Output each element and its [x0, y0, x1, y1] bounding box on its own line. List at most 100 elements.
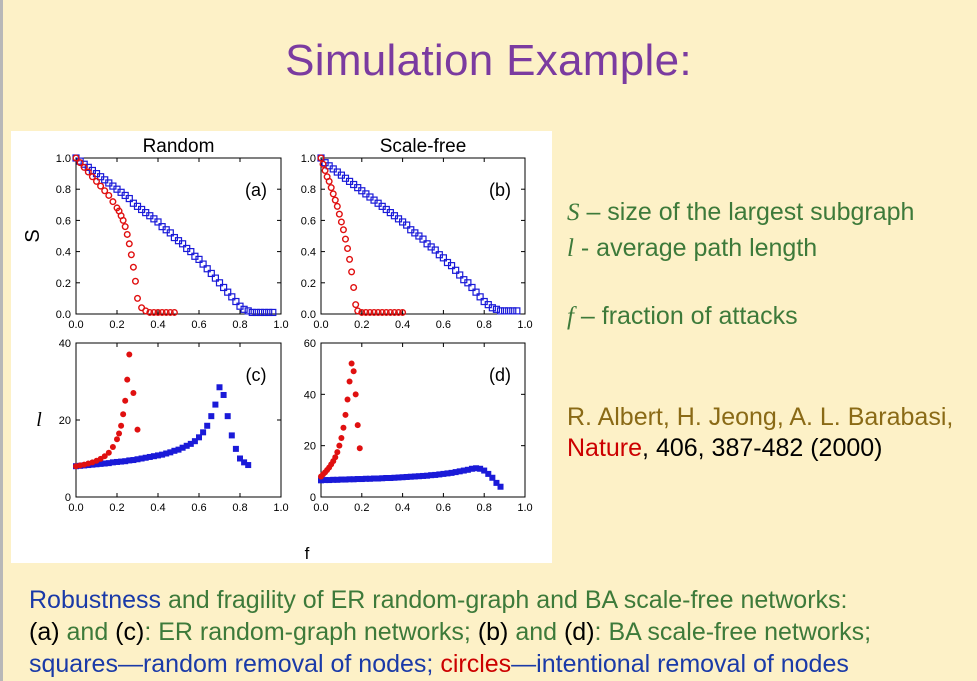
caption-line-3: squares—random removal of nodes; circles… — [29, 650, 849, 679]
data-point-square-c — [109, 459, 116, 466]
data-point-square-c — [171, 447, 178, 454]
data-point-square-a — [187, 247, 195, 256]
data-point-square-c — [212, 401, 219, 408]
data-point-circle-d — [334, 449, 341, 456]
data-point-circle-b — [317, 154, 325, 162]
data-point-circle-c — [114, 436, 120, 443]
data-point-square-d — [318, 477, 324, 484]
data-point-circle-a — [170, 308, 178, 316]
data-point-circle-a — [166, 308, 174, 316]
data-point-square-b — [492, 305, 501, 313]
y-tick-label-b: 0.4 — [301, 247, 316, 259]
data-point-square-c — [183, 442, 190, 449]
data-point-square-d — [395, 474, 402, 481]
data-point-circle-d — [336, 442, 343, 449]
y-tick-label-a: 0.8 — [56, 184, 71, 196]
data-point-square-d — [436, 471, 443, 478]
data-point-circle-b — [366, 308, 374, 316]
caption-line-2: (a) and (c): ER random-graph networks; (… — [29, 618, 871, 647]
y-tick-label-b: 0.0 — [301, 309, 316, 321]
data-point-square-d — [440, 470, 447, 477]
data-point-square-d — [399, 474, 406, 481]
panel-label-c: (c) — [246, 365, 267, 385]
data-point-square-c — [142, 454, 149, 461]
data-point-square-d — [346, 476, 353, 483]
data-point-square-d — [358, 476, 365, 483]
data-point-circle-b — [341, 235, 349, 243]
caption-intentional: —intentional removal of nodes — [511, 650, 849, 678]
x-tick-label-d: 0.0 — [313, 502, 328, 514]
x-tick-label-c: 0.0 — [68, 502, 83, 514]
data-point-square-c — [232, 445, 239, 452]
data-point-square-a — [179, 240, 187, 248]
data-point-square-d — [464, 466, 471, 473]
data-point-square-d — [452, 469, 459, 476]
x-tick-label-b: 0.8 — [477, 319, 492, 331]
data-point-square-d — [330, 476, 337, 483]
data-point-square-a — [211, 274, 219, 282]
data-point-square-b — [431, 246, 439, 254]
data-point-square-d — [326, 477, 333, 484]
data-point-circle-d — [340, 424, 347, 431]
data-point-square-b — [472, 288, 480, 296]
data-point-circle-b — [327, 184, 335, 192]
data-point-square-d — [362, 475, 369, 482]
data-point-square-c — [138, 455, 145, 462]
data-point-square-a — [199, 260, 207, 268]
data-point-square-c — [118, 458, 125, 465]
y-tick-label-b: 0.2 — [301, 278, 316, 290]
data-point-square-a — [256, 308, 265, 317]
y-axis-label-a: S — [22, 229, 44, 242]
data-point-circle-b — [319, 160, 327, 168]
data-point-circle-d — [348, 360, 355, 367]
data-point-circle-b — [382, 308, 390, 316]
data-point-circle-a — [150, 308, 158, 316]
data-point-square-c — [105, 460, 112, 467]
data-point-square-d — [468, 465, 475, 472]
data-point-square-b — [447, 262, 456, 270]
data-point-circle-a — [158, 308, 166, 316]
legend-f-text: – fraction of attacks — [573, 302, 798, 330]
data-point-square-c — [216, 384, 223, 391]
data-point-square-a — [244, 307, 252, 315]
data-point-square-a — [228, 293, 236, 301]
data-point-circle-c — [118, 422, 125, 429]
x-tick-label-c: 0.4 — [150, 502, 165, 514]
data-point-circle-a — [142, 307, 150, 315]
data-point-circle-b — [386, 308, 394, 316]
data-point-circle-b — [331, 196, 339, 204]
data-point-circle-b — [329, 190, 337, 198]
data-point-square-d — [444, 470, 451, 477]
data-point-square-c — [179, 444, 186, 451]
data-point-square-c — [237, 455, 243, 462]
data-point-square-b — [476, 293, 484, 301]
data-point-circle-b — [352, 301, 360, 309]
data-point-square-a — [154, 218, 162, 226]
data-point-circle-b — [358, 308, 366, 316]
data-point-circle-b — [325, 177, 333, 185]
data-point-circle-d — [352, 391, 359, 398]
data-point-square-d — [403, 473, 410, 480]
data-point-square-d — [424, 472, 431, 479]
data-point-circle-a — [84, 168, 92, 176]
data-point-square-a — [203, 265, 211, 273]
data-point-circle-b — [321, 166, 329, 174]
data-point-circle-a — [154, 308, 162, 316]
data-point-square-b — [496, 307, 505, 315]
data-point-circle-d — [344, 396, 351, 403]
data-point-square-a — [220, 283, 228, 292]
data-point-circle-a — [109, 198, 117, 206]
reference-citation: Nature, 406, 387-482 (2000) — [567, 434, 883, 463]
data-point-square-c — [241, 459, 248, 466]
slide-title: Simulation Example: — [285, 36, 692, 85]
data-point-square-a — [232, 297, 240, 306]
data-point-square-d — [334, 476, 341, 483]
data-point-circle-a — [129, 263, 137, 271]
data-point-square-c — [204, 422, 211, 429]
data-point-circle-b — [370, 308, 378, 316]
data-point-square-c — [150, 453, 157, 460]
data-point-square-d — [456, 468, 463, 475]
x-tick-label-d: 0.4 — [395, 502, 410, 514]
data-point-square-a — [207, 269, 215, 278]
data-point-square-c — [191, 438, 198, 445]
